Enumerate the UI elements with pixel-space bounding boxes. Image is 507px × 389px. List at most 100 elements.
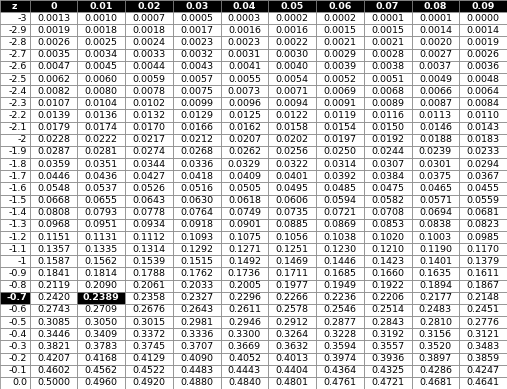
Text: 0.1314: 0.1314 xyxy=(132,245,165,254)
Text: 0.0033: 0.0033 xyxy=(132,50,166,59)
Bar xyxy=(0,292,29,304)
Text: 0.1762: 0.1762 xyxy=(180,269,213,278)
Text: 0.1210: 0.1210 xyxy=(371,245,404,254)
Bar xyxy=(0,316,29,328)
Text: 0.0089: 0.0089 xyxy=(371,99,404,108)
Bar xyxy=(412,12,459,25)
Bar xyxy=(125,0,173,12)
Text: 0.3300: 0.3300 xyxy=(228,330,261,339)
Text: 0.0054: 0.0054 xyxy=(276,75,309,84)
Bar xyxy=(78,340,125,352)
Bar xyxy=(173,365,221,377)
Text: 0.0129: 0.0129 xyxy=(180,111,213,120)
Bar xyxy=(268,365,316,377)
Bar xyxy=(173,268,221,280)
Bar xyxy=(268,25,316,37)
Text: -0.4: -0.4 xyxy=(9,330,27,339)
Text: 0.2266: 0.2266 xyxy=(276,293,309,302)
Bar xyxy=(364,365,412,377)
Bar xyxy=(364,158,412,170)
Text: -1.9: -1.9 xyxy=(9,147,27,156)
Bar xyxy=(0,134,29,146)
Text: 0.2177: 0.2177 xyxy=(419,293,452,302)
Bar xyxy=(173,146,221,158)
Text: 0.0351: 0.0351 xyxy=(85,159,118,168)
Text: 0.2033: 0.2033 xyxy=(180,281,213,290)
Text: 0.1492: 0.1492 xyxy=(228,257,261,266)
Bar xyxy=(125,292,173,304)
Bar xyxy=(221,121,268,134)
Text: 0.4562: 0.4562 xyxy=(85,366,118,375)
Text: 0.0048: 0.0048 xyxy=(466,75,499,84)
Bar xyxy=(221,280,268,292)
Text: 0.0132: 0.0132 xyxy=(132,111,165,120)
Text: 0.1736: 0.1736 xyxy=(228,269,261,278)
Bar xyxy=(364,340,412,352)
Bar xyxy=(29,365,78,377)
Text: 0.0023: 0.0023 xyxy=(228,38,261,47)
Text: -2.1: -2.1 xyxy=(9,123,27,132)
Text: 0.2005: 0.2005 xyxy=(228,281,261,290)
Text: 0.0764: 0.0764 xyxy=(180,208,213,217)
Text: 0.0146: 0.0146 xyxy=(419,123,452,132)
Bar xyxy=(221,0,268,12)
Bar xyxy=(268,134,316,146)
Text: 0.0035: 0.0035 xyxy=(37,50,70,59)
Bar xyxy=(412,219,459,231)
Text: 0.0455: 0.0455 xyxy=(466,184,499,193)
Text: 0.0047: 0.0047 xyxy=(37,62,70,71)
Text: 0.0192: 0.0192 xyxy=(371,135,404,144)
Text: -3: -3 xyxy=(18,14,27,23)
Bar xyxy=(0,255,29,268)
Bar xyxy=(412,268,459,280)
Text: 0.0548: 0.0548 xyxy=(37,184,70,193)
Bar xyxy=(412,97,459,109)
Text: 0.2327: 0.2327 xyxy=(180,293,213,302)
Bar xyxy=(29,377,78,389)
Text: 0.3936: 0.3936 xyxy=(371,354,404,363)
Bar xyxy=(173,25,221,37)
Text: 0.1635: 0.1635 xyxy=(419,269,452,278)
Text: 0.0823: 0.0823 xyxy=(466,221,500,230)
Text: 0.0026: 0.0026 xyxy=(466,50,499,59)
Bar xyxy=(268,328,316,340)
Text: -1.5: -1.5 xyxy=(9,196,27,205)
Bar xyxy=(0,352,29,365)
Bar xyxy=(412,134,459,146)
Bar xyxy=(412,328,459,340)
Text: 0.3897: 0.3897 xyxy=(419,354,452,363)
Bar xyxy=(364,255,412,268)
Text: 0.3669: 0.3669 xyxy=(228,342,261,351)
Bar xyxy=(268,268,316,280)
Bar xyxy=(364,352,412,365)
Bar xyxy=(459,158,507,170)
Text: 0.4207: 0.4207 xyxy=(37,354,70,363)
Bar xyxy=(459,280,507,292)
Bar xyxy=(221,61,268,73)
Bar xyxy=(0,97,29,109)
Text: 0.0222: 0.0222 xyxy=(85,135,118,144)
Bar xyxy=(125,365,173,377)
Bar xyxy=(364,268,412,280)
Text: 0.0329: 0.0329 xyxy=(228,159,261,168)
Text: 0.0287: 0.0287 xyxy=(37,147,70,156)
Text: z: z xyxy=(12,2,18,11)
Text: 0.2546: 0.2546 xyxy=(323,305,356,314)
Bar xyxy=(459,170,507,182)
Bar xyxy=(0,280,29,292)
Bar xyxy=(221,219,268,231)
Bar xyxy=(221,268,268,280)
Text: 0.3336: 0.3336 xyxy=(180,330,213,339)
Bar xyxy=(173,49,221,61)
Text: 0.0036: 0.0036 xyxy=(466,62,500,71)
Text: 0.0087: 0.0087 xyxy=(419,99,452,108)
Text: 0.0125: 0.0125 xyxy=(228,111,261,120)
Bar xyxy=(268,207,316,219)
Bar xyxy=(221,134,268,146)
Text: 0.0044: 0.0044 xyxy=(132,62,165,71)
Bar xyxy=(0,61,29,73)
Text: 0.1093: 0.1093 xyxy=(180,233,213,242)
Bar xyxy=(364,207,412,219)
Text: 0.4880: 0.4880 xyxy=(180,378,213,387)
Bar xyxy=(29,73,78,85)
